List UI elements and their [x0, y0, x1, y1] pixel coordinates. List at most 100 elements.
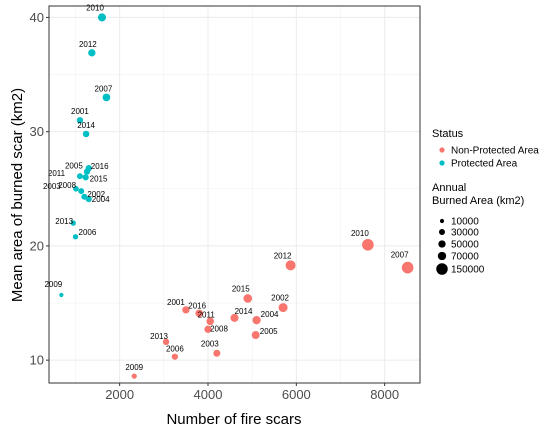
point-label-2008: 2008 [210, 324, 228, 333]
legend-size-dot [439, 218, 445, 224]
point-label-2010: 2010 [351, 229, 369, 238]
point-label-2005: 2005 [260, 327, 278, 336]
x-tick-label: 6000 [282, 387, 311, 402]
point-label-2012: 2012 [274, 251, 292, 260]
legend-size-dot [436, 263, 448, 275]
legend-size-label: 10000 [451, 217, 479, 228]
point-protected-area-2013 [70, 220, 76, 226]
data-points [59, 13, 414, 379]
point-non-protected-area-2006 [171, 353, 179, 360]
point-label-2001: 2001 [71, 107, 89, 116]
point-protected-area-2011 [76, 173, 83, 180]
point-protected-area-2016 [85, 165, 92, 172]
legend-swatch-protected [439, 160, 445, 166]
point-protected-area-2010 [97, 13, 107, 22]
point-non-protected-area-2008 [204, 325, 212, 333]
point-label-2011: 2011 [48, 169, 66, 178]
point-protected-area-2004 [85, 196, 92, 203]
x-tick-label: 4000 [194, 387, 223, 402]
legend-swatch-non-protected [439, 147, 445, 153]
point-label-2006: 2006 [79, 228, 97, 237]
point-protected-area-2007 [102, 93, 111, 102]
point-protected-area-2015 [82, 174, 89, 181]
legend-size-dot [438, 228, 446, 236]
x-axis-title: Number of fire scars [166, 411, 301, 428]
point-label-2009: 2009 [44, 280, 62, 289]
point-non-protected-area-2007 [401, 261, 414, 274]
point-label-2003: 2003 [43, 182, 61, 191]
legend-label-protected: Protected Area [451, 159, 518, 170]
point-non-protected-area-2001 [182, 306, 190, 314]
point-label-2004: 2004 [261, 310, 279, 319]
legend-size-title-line2: Burned Area (km2) [432, 195, 524, 207]
point-protected-area-2008 [78, 188, 85, 195]
point-label-2001: 2001 [167, 298, 185, 307]
point-label-2006: 2006 [166, 345, 184, 354]
point-protected-area-2014 [82, 130, 90, 138]
legend-size-label: 30000 [451, 228, 479, 239]
point-protected-area-2001 [76, 117, 84, 124]
plot-border [48, 5, 421, 384]
point-non-protected-area-2002 [278, 303, 288, 313]
legend: Status Non-Protected Area Protected Area… [432, 128, 539, 276]
point-label-2014: 2014 [77, 121, 95, 130]
y-tick-label: 30 [30, 124, 44, 139]
point-label-2013: 2013 [150, 332, 168, 341]
point-protected-area-2012 [88, 49, 96, 57]
legend-size-label: 70000 [451, 252, 479, 263]
legend-color-title: Status [432, 128, 464, 140]
point-label-2008: 2008 [58, 181, 76, 190]
point-label-2015: 2015 [90, 174, 108, 183]
point-non-protected-area-2003 [213, 349, 221, 357]
point-label-2012: 2012 [79, 40, 97, 49]
point-label-2007: 2007 [391, 251, 409, 260]
legend-size-dot [437, 251, 447, 261]
y-axis-ticks: 10 20 30 40 [30, 10, 49, 368]
y-tick-label: 40 [30, 10, 44, 25]
point-label-2010: 2010 [86, 3, 104, 12]
x-tick-label: 8000 [370, 387, 399, 402]
point-label-2011: 2011 [198, 310, 216, 319]
point-label-2002: 2002 [271, 294, 289, 303]
point-non-protected-area-2015 [243, 294, 253, 303]
point-label-2007: 2007 [95, 84, 113, 93]
legend-size-label: 150000 [451, 265, 485, 276]
point-non-protected-area-2012 [285, 260, 296, 271]
point-non-protected-area-2013 [162, 338, 170, 346]
minor-gridlines [49, 6, 420, 383]
point-label-2002: 2002 [87, 190, 105, 199]
legend-label-non-protected: Non-Protected Area [451, 146, 539, 157]
point-non-protected-area-2014 [230, 313, 239, 322]
point-label-2003: 2003 [201, 339, 219, 348]
y-tick-label: 20 [30, 238, 44, 253]
y-axis-title: Mean area of burned scar (km2) [9, 88, 26, 302]
point-label-2016: 2016 [188, 301, 206, 310]
y-tick-label: 10 [30, 353, 44, 368]
point-protected-area-2003 [73, 185, 79, 192]
point-label-2015: 2015 [232, 284, 250, 293]
point-protected-area-2009 [59, 292, 64, 298]
point-label-2004: 2004 [92, 195, 110, 204]
point-label-2016: 2016 [91, 162, 109, 171]
point-protected-area-2006 [72, 234, 79, 240]
legend-size-title-line1: Annual [432, 182, 466, 194]
legend-size-dot [438, 240, 446, 248]
point-protected-area-2002 [81, 193, 88, 200]
x-tick-label: 2000 [105, 387, 134, 402]
point-non-protected-area-2004 [252, 316, 261, 325]
x-axis-ticks: 2000 4000 6000 8000 [105, 383, 399, 402]
point-non-protected-area-2011 [206, 317, 214, 326]
point-label-2009: 2009 [125, 363, 143, 372]
point-label-2014: 2014 [235, 307, 253, 316]
point-non-protected-area-2009 [131, 373, 137, 379]
point-label-2005: 2005 [65, 162, 83, 171]
point-non-protected-area-2005 [251, 331, 260, 340]
point-non-protected-area-2010 [362, 238, 374, 251]
point-label-2013: 2013 [55, 217, 73, 226]
legend-size-label: 50000 [451, 240, 479, 251]
point-non-protected-area-2016 [195, 309, 203, 318]
